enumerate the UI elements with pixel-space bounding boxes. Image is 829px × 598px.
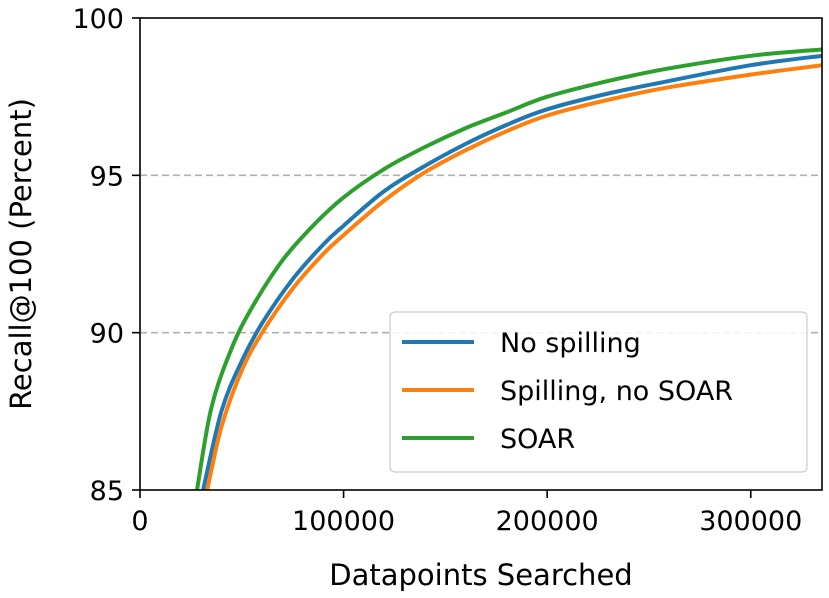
y-tick-label: 100 bbox=[72, 4, 124, 35]
series-line-1 bbox=[205, 63, 822, 490]
x-tick-label: 200000 bbox=[496, 506, 599, 537]
legend-items: No spilling Spilling, no SOAR SOAR bbox=[402, 328, 733, 455]
legend-label: Spilling, no SOAR bbox=[500, 376, 733, 407]
series-group bbox=[195, 47, 822, 490]
legend-box bbox=[389, 311, 808, 473]
x-axis-label: Datapoints Searched bbox=[329, 558, 632, 592]
legend-label: SOAR bbox=[500, 424, 575, 455]
series-line-0 bbox=[201, 53, 822, 490]
legend: No spilling Spilling, no SOAR SOAR bbox=[389, 311, 808, 473]
y-axis-label: Recall@100 (Percent) bbox=[4, 98, 38, 410]
y-axis-ticks: 85 90 95 100 bbox=[72, 4, 140, 507]
series-line-2 bbox=[195, 47, 822, 490]
gridlines bbox=[140, 174, 822, 334]
x-tick-label: 0 bbox=[131, 506, 148, 537]
plot-frame bbox=[139, 17, 823, 491]
series-layer bbox=[195, 47, 822, 490]
y-tick-label: 95 bbox=[90, 161, 124, 192]
y-tick-label: 85 bbox=[90, 476, 124, 507]
x-tick-label: 100000 bbox=[292, 506, 395, 537]
x-tick-label: 300000 bbox=[699, 506, 802, 537]
legend-label: No spilling bbox=[500, 328, 641, 359]
x-axis-ticks: 0 100000 200000 300000 bbox=[131, 490, 802, 537]
y-tick-label: 90 bbox=[90, 319, 124, 350]
